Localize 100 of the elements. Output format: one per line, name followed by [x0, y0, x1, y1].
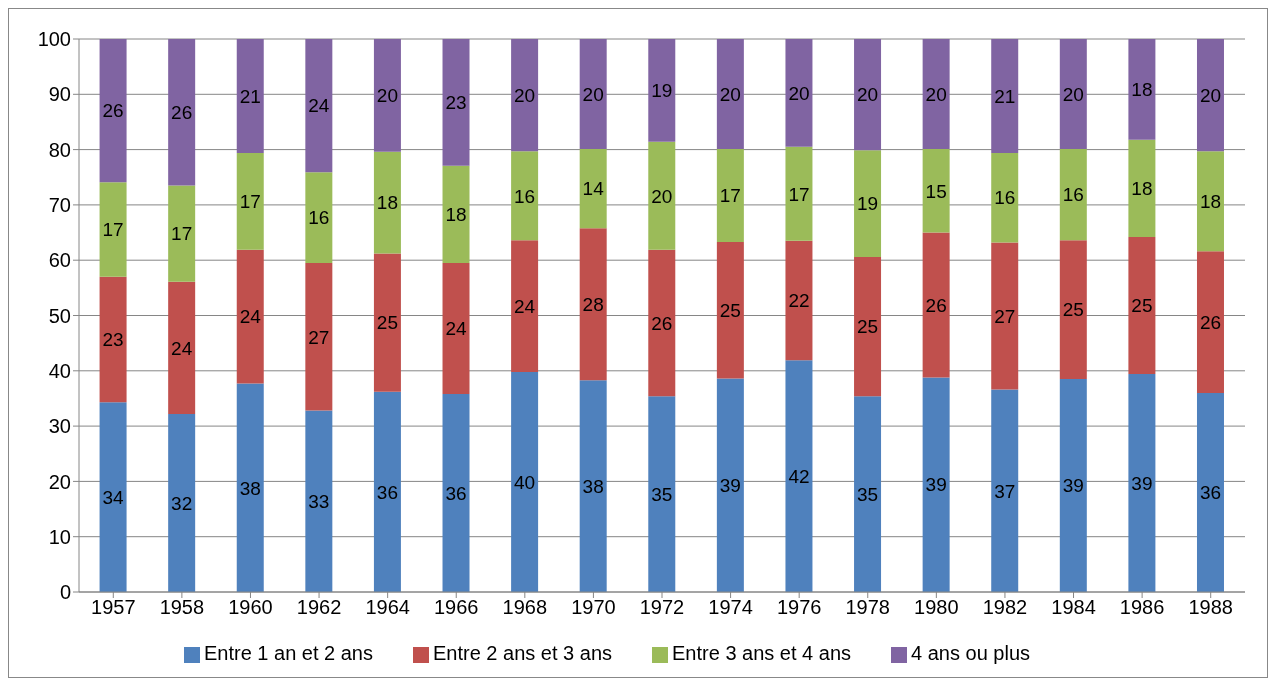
- data-label: 39: [925, 474, 947, 496]
- bar: [1196, 251, 1224, 393]
- data-label: 40: [514, 471, 536, 493]
- bar: [99, 402, 127, 592]
- data-label: 24: [171, 337, 193, 359]
- data-label: 18: [445, 204, 467, 226]
- bar: [1196, 151, 1224, 252]
- y-tick-label: 50: [48, 304, 71, 327]
- bar: [579, 228, 607, 381]
- bar: [716, 39, 744, 150]
- bar: [373, 39, 401, 152]
- bar: [168, 39, 196, 186]
- data-label: 33: [308, 491, 330, 513]
- data-label: 18: [376, 192, 398, 214]
- legend-label: Entre 2 ans et 3 ans: [433, 642, 613, 664]
- data-label: 17: [719, 185, 741, 207]
- data-label: 19: [856, 193, 879, 215]
- bar: [373, 151, 401, 254]
- bar: [305, 410, 333, 592]
- bar: [1128, 139, 1156, 237]
- x-tick-label: 1972: [639, 596, 685, 619]
- bar: [922, 377, 950, 592]
- bar: [648, 249, 676, 397]
- bar: [305, 262, 333, 411]
- bar: [854, 396, 882, 592]
- data-label: 26: [1199, 311, 1222, 333]
- data-label: 36: [1199, 482, 1222, 504]
- data-label: 35: [856, 483, 879, 505]
- data-label: 17: [239, 191, 261, 213]
- data-label: 36: [376, 481, 398, 503]
- data-label: 36: [445, 482, 467, 504]
- data-label: 16: [308, 207, 330, 229]
- data-label: 20: [788, 82, 810, 104]
- bar: [1059, 39, 1087, 150]
- data-label: 27: [994, 305, 1016, 327]
- bar: [648, 141, 676, 250]
- data-label: 28: [582, 293, 604, 315]
- bar: [922, 39, 950, 150]
- legend-label: Entre 3 ans et 4 ans: [672, 642, 852, 664]
- data-label: 24: [239, 306, 262, 328]
- data-label: 20: [376, 85, 398, 107]
- data-label: 18: [1199, 191, 1222, 213]
- bar: [1128, 374, 1156, 592]
- data-label: 16: [514, 185, 536, 207]
- bar: [305, 172, 333, 263]
- bar: [236, 383, 264, 592]
- x-tick-label: 1964: [365, 596, 410, 619]
- data-label: 25: [376, 312, 398, 334]
- data-label: 25: [1062, 299, 1084, 321]
- data-label: 21: [239, 85, 261, 107]
- bar: [716, 241, 744, 379]
- x-tick-label: 1957: [91, 596, 136, 619]
- data-label: 37: [994, 480, 1016, 502]
- bar: [854, 39, 882, 151]
- bar: [854, 256, 882, 397]
- x-tick-label: 1958: [159, 596, 205, 619]
- y-tick-label: 20: [48, 470, 71, 493]
- data-label: 19: [651, 80, 673, 102]
- data-label: 24: [445, 318, 468, 340]
- bar: [373, 391, 401, 592]
- data-label: 39: [1062, 475, 1084, 497]
- bar: [236, 152, 264, 250]
- bar: [1128, 236, 1156, 375]
- bar: [511, 151, 539, 241]
- bar: [168, 413, 196, 592]
- bar: [1059, 240, 1087, 380]
- data-label: 24: [308, 95, 330, 117]
- bar: [785, 240, 813, 361]
- x-tick-label: 1982: [982, 596, 1028, 619]
- bar: [442, 165, 470, 263]
- data-label: 15: [925, 180, 947, 202]
- x-tick-label: 1976: [776, 596, 822, 619]
- x-tick-label: 1984: [1051, 596, 1096, 619]
- bar: [442, 262, 470, 395]
- bar: [854, 150, 882, 257]
- bar: [579, 149, 607, 229]
- bar: [373, 253, 401, 392]
- data-label: 17: [102, 219, 124, 241]
- data-label: 22: [788, 290, 810, 312]
- bar: [168, 185, 196, 282]
- data-label: 17: [788, 183, 810, 205]
- x-tick-label: 1974: [708, 596, 753, 619]
- bar: [1196, 39, 1224, 152]
- bar: [511, 371, 539, 592]
- bar: [99, 182, 127, 277]
- y-tick-label: 30: [48, 415, 71, 438]
- x-tick-label: 1978: [845, 596, 891, 619]
- bar: [236, 39, 264, 153]
- y-tick-label: 100: [37, 28, 71, 51]
- data-label: 25: [719, 299, 741, 321]
- data-label: 18: [1131, 178, 1153, 200]
- x-tick-label: 1962: [296, 596, 342, 619]
- data-label: 20: [719, 83, 741, 105]
- bar: [785, 146, 813, 241]
- bar: [305, 39, 333, 173]
- data-label: 38: [239, 477, 261, 499]
- bar: [579, 39, 607, 150]
- data-label: 16: [994, 187, 1016, 209]
- data-label: 38: [582, 475, 604, 497]
- y-tick-label: 70: [48, 194, 71, 216]
